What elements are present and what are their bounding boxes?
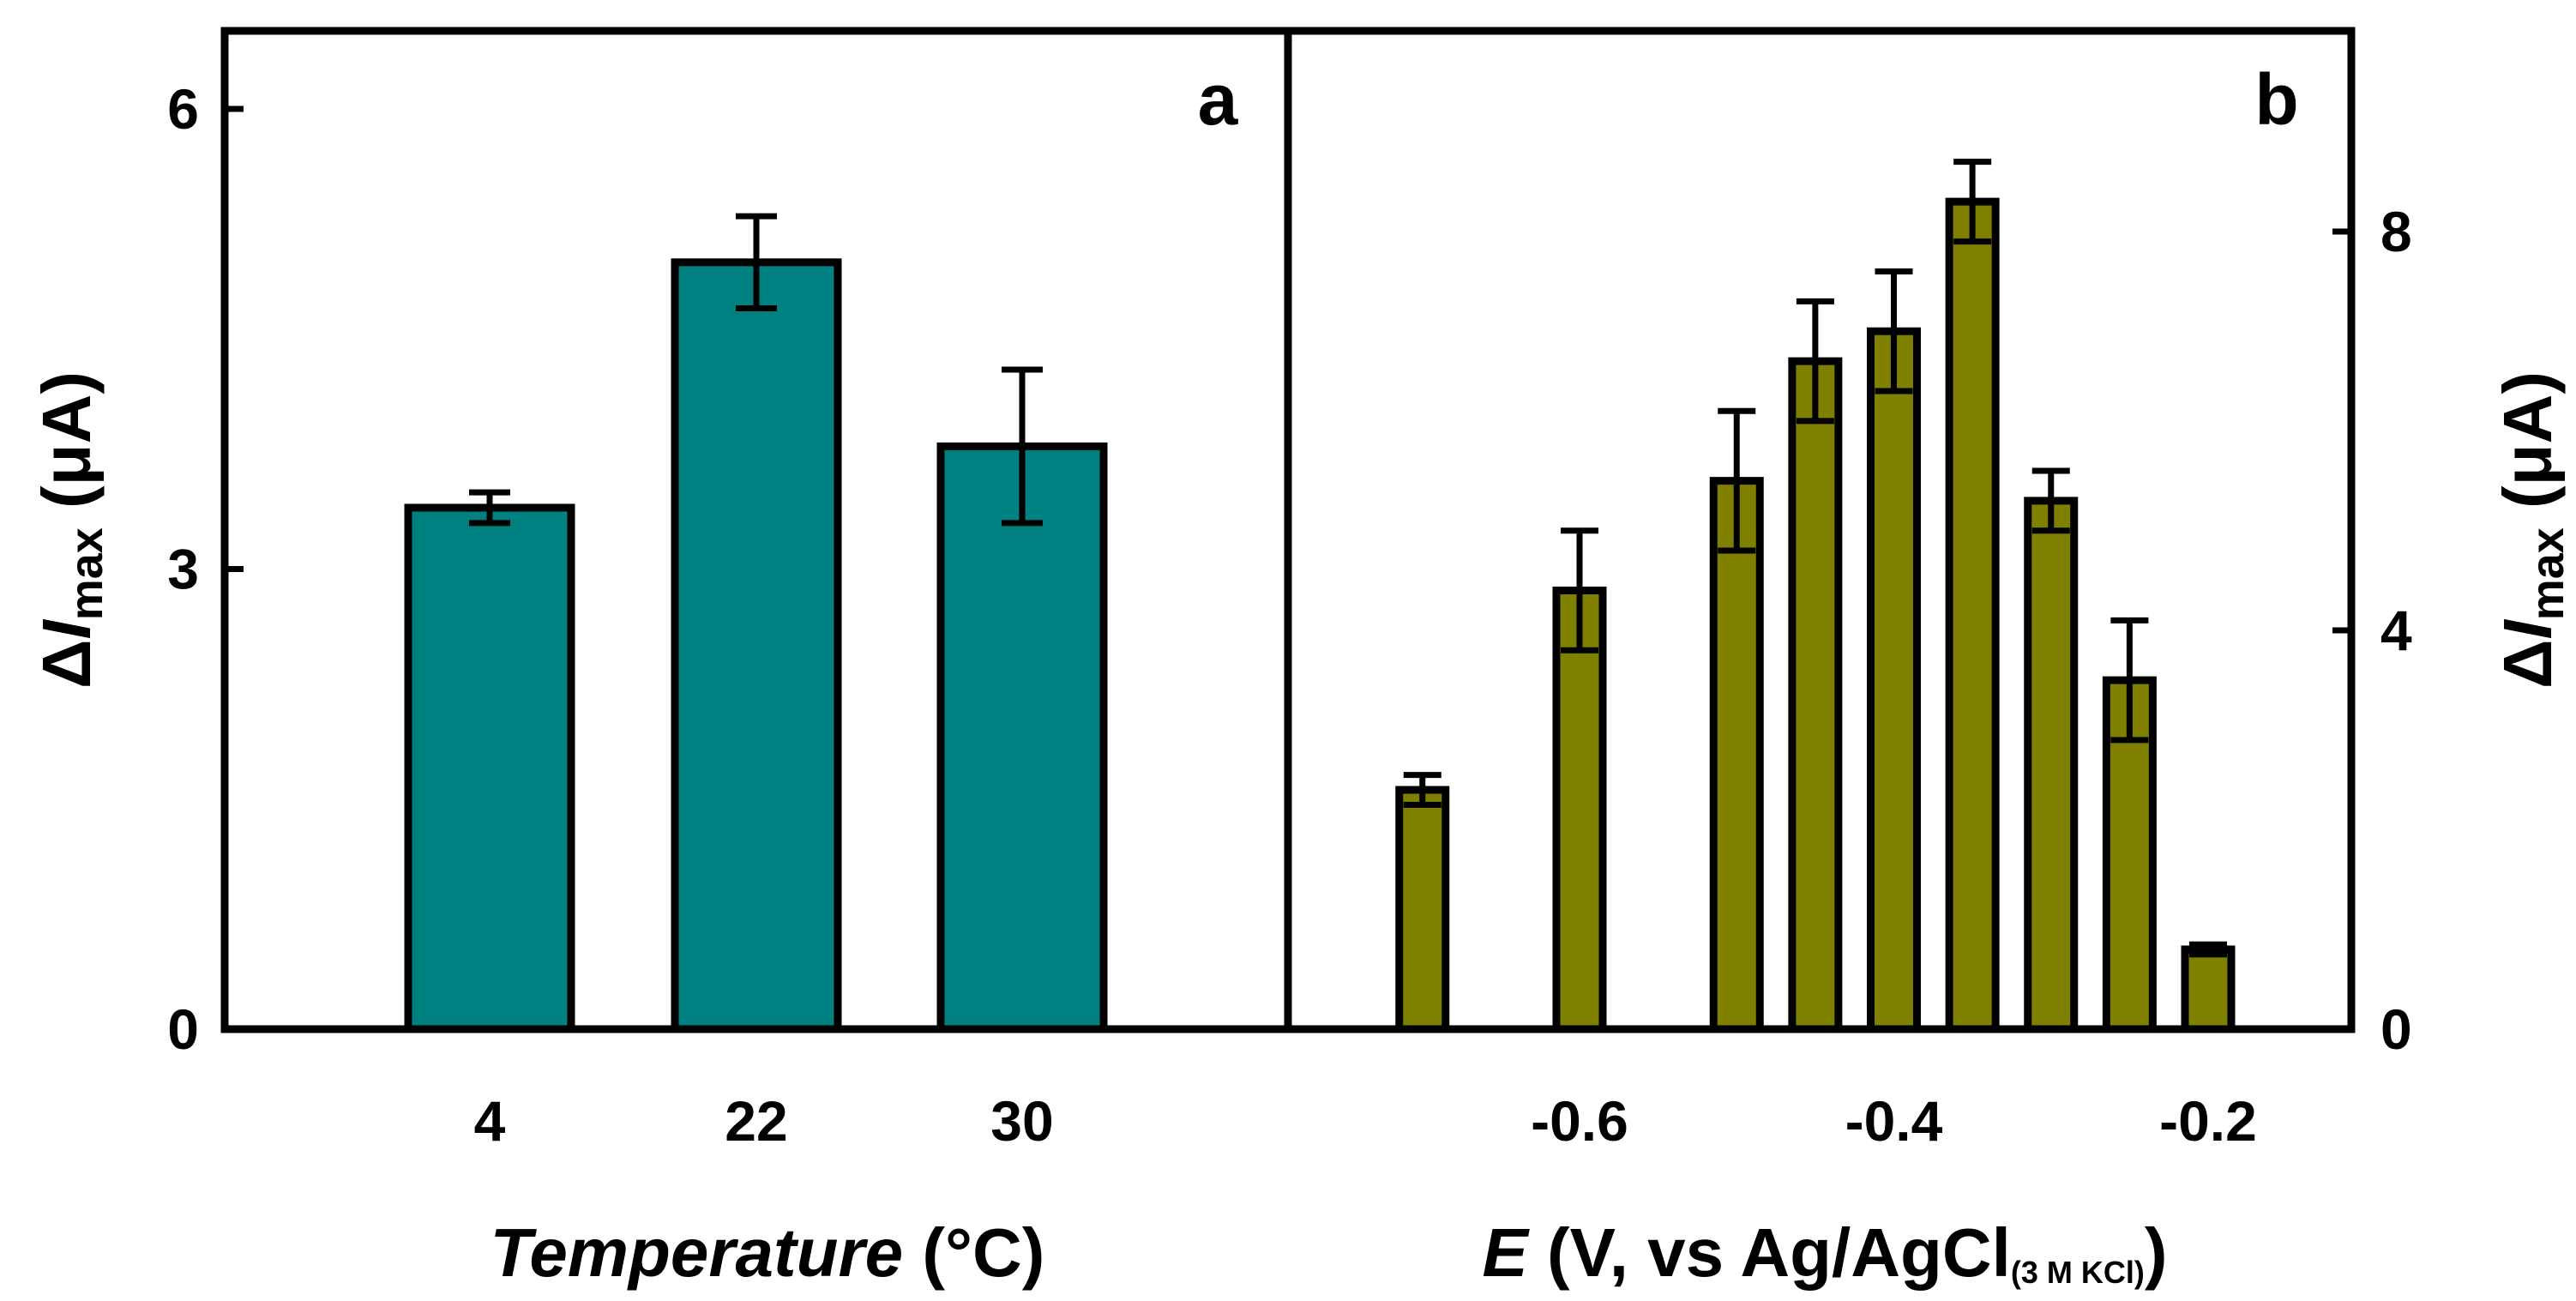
panel-a-xtick-label: 30 (990, 1089, 1053, 1153)
panel-a-xlabel-suffix: (°C) (903, 1214, 1044, 1291)
panel-a-xtick-label: 22 (725, 1089, 787, 1153)
panel-b-ylabel: ΔImax (μA) (2489, 371, 2573, 689)
panel-a-ylabel-suffix: (μA) (28, 371, 105, 527)
panel-a-xlabel: Temperature (°C) (491, 1214, 1045, 1291)
panel-b-xlabel-text: (V, vs Ag/AgCl (1528, 1214, 2011, 1291)
panel-a-bar (671, 258, 842, 1033)
panel-b-ylabel-italic: I (2489, 619, 2566, 640)
panel-b-ytick-label: 8 (2380, 200, 2412, 263)
panel-b-bar (1945, 197, 2000, 1033)
panel-a-ylabel: ΔImax (μA) (28, 371, 112, 689)
panel-b-xlabel-close: ) (2145, 1214, 2168, 1291)
panel-b-bar (1867, 327, 1921, 1033)
panel-b-bar (1788, 357, 1843, 1033)
panel-a-ytick-label: 0 (167, 997, 199, 1061)
panel-a-xtick-label: 4 (474, 1089, 506, 1153)
panel-b-xtick-label: -0.4 (1845, 1089, 1943, 1153)
panel-b-ylabel-prefix: Δ (2489, 640, 2566, 690)
panel-b-bar (1395, 786, 1450, 1033)
panel-a-bar (936, 442, 1108, 1033)
panel-b-label: b (2254, 59, 2298, 140)
panel-a-ylabel-italic: I (28, 619, 105, 640)
panel-b-content: -0.6 -0.4 -0.2 0 4 8 (1395, 159, 2412, 1153)
panel-a-bar (404, 503, 575, 1033)
panel-b-xlabel-sub: (3 M KCl) (2011, 1255, 2145, 1290)
panel-b-xtick-label: -0.6 (1531, 1089, 1628, 1153)
panel-b-ytick-label: 4 (2380, 599, 2412, 662)
panel-a-ytick-label: 6 (167, 77, 199, 141)
panel-b-bar (1709, 477, 1764, 1033)
panel-a-label: a (1198, 59, 1239, 140)
panel-b-bar (2024, 497, 2079, 1033)
panel-b-bar (1552, 587, 1607, 1033)
panel-a-xlabel-italic: Temperature (491, 1214, 904, 1291)
panel-b-xlabel-italic: E (1482, 1214, 1530, 1291)
panel-b-xlabel: E (V, vs Ag/AgCl(3 M KCl)) (1482, 1214, 2167, 1291)
panel-b-ytick-label: 0 (2380, 997, 2412, 1061)
panel-a-ylabel-prefix: Δ (28, 640, 105, 690)
panel-b-xtick-label: -0.2 (2159, 1089, 2257, 1153)
panel-b-bar (2181, 945, 2236, 1033)
panel-a-ylabel-sub: max (61, 527, 112, 620)
panel-a-content: 4 22 30 0 3 6 (167, 77, 1108, 1153)
panel-b-ylabel-sub: max (2522, 527, 2573, 620)
panel-a-ytick-label: 3 (167, 538, 199, 601)
panel-b-ylabel-suffix: (μA) (2489, 371, 2566, 527)
